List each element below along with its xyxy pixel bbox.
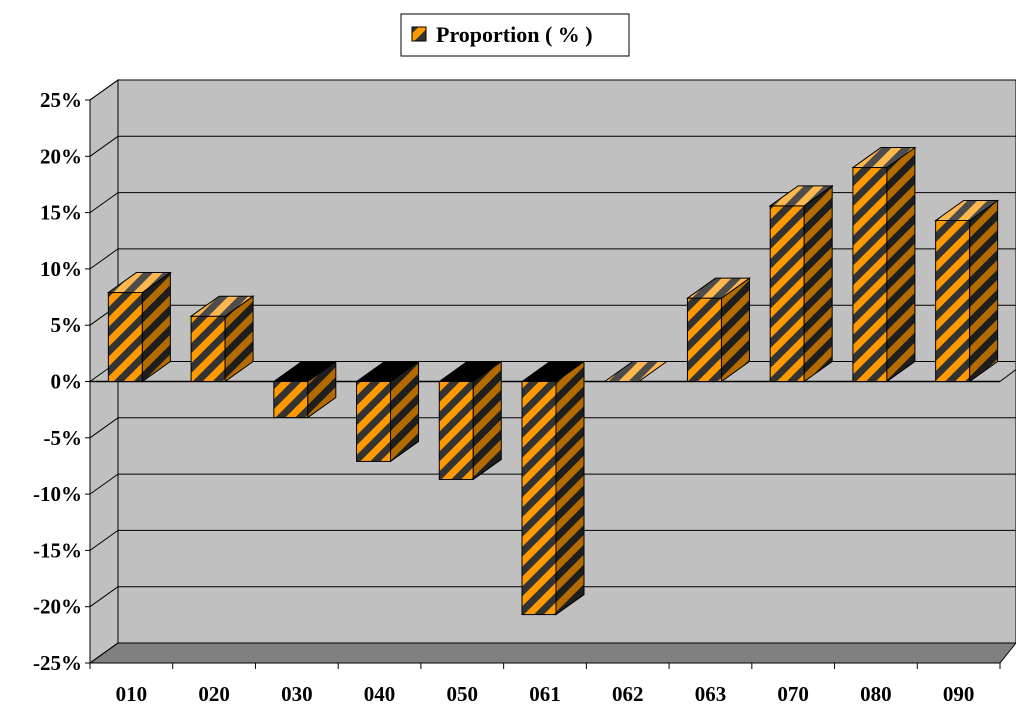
bar-050: [437, 360, 503, 481]
bar-series: [106, 146, 1000, 616]
y-tick-label: 20%: [40, 144, 82, 168]
x-tick-label: 010: [116, 682, 148, 706]
bar-063: [685, 277, 752, 383]
bar-top: [189, 295, 255, 317]
x-tick-label: 070: [777, 682, 809, 706]
gridline: [89, 529, 119, 551]
bar-front: [190, 315, 226, 382]
x-tick-label: 061: [529, 682, 561, 706]
y-tick-label: 0%: [51, 370, 83, 394]
bar-030: [272, 360, 338, 419]
bar-top: [603, 361, 669, 382]
gridline: [89, 79, 119, 101]
x-tick-label: 062: [612, 682, 644, 706]
y-tick-label: 5%: [51, 313, 83, 337]
bar-080: [851, 146, 917, 383]
bar-side: [969, 199, 999, 383]
bar-front: [107, 292, 143, 382]
gridline: [89, 248, 119, 270]
zero-line-depth: [999, 369, 1016, 382]
bar-front: [438, 381, 474, 480]
gridline: [89, 473, 119, 495]
bar-top: [106, 272, 172, 294]
bar-top: [354, 361, 421, 382]
bar-090: [934, 199, 1000, 383]
y-tick-label: -10%: [33, 482, 82, 506]
x-tick-label: 040: [364, 682, 396, 706]
x-tick-label: 020: [198, 682, 230, 706]
x-tick-label: 050: [447, 682, 479, 706]
bar-front: [273, 381, 309, 419]
bar-front: [852, 167, 888, 382]
y-tick-label: 25%: [40, 88, 82, 112]
bar-side: [803, 184, 833, 383]
y-axis: 25% 20% 15% 10% 5% 0% -5% -10% -15% -20% -25%: [33, 88, 90, 675]
plot-floor: [88, 642, 1016, 664]
bar-040: [354, 360, 421, 463]
x-tick-label: 080: [860, 682, 892, 706]
bar-070: [768, 184, 834, 383]
gridline: [89, 135, 119, 157]
bar-front: [769, 205, 805, 382]
x-tick-label: 090: [943, 682, 975, 706]
bar-top: [272, 361, 338, 382]
bar-061: [520, 360, 586, 616]
bar-front: [521, 381, 557, 616]
gridline: [89, 642, 119, 664]
y-tick-label: -25%: [33, 651, 82, 675]
bar-side: [555, 360, 585, 616]
bar-010: [106, 271, 172, 383]
gridline: [89, 417, 119, 439]
bar-top: [768, 185, 834, 207]
bar-top: [520, 361, 586, 382]
y-tick-label: -15%: [33, 538, 82, 562]
bar-front: [686, 297, 722, 382]
bar-020: [189, 295, 255, 383]
gridline: [89, 586, 119, 608]
y-tick-label: 10%: [40, 257, 82, 281]
gridline: [89, 192, 119, 214]
bar-062: [603, 361, 669, 382]
bar-front: [356, 381, 392, 462]
x-tick-label: 030: [281, 682, 313, 706]
y-tick-label: -5%: [44, 426, 83, 450]
bar-top: [437, 361, 503, 382]
y-tick-label: -20%: [33, 595, 82, 619]
bar-top: [934, 199, 1000, 221]
bar-top: [851, 147, 917, 169]
legend-swatch: [411, 26, 427, 42]
x-axis: 010 020 030 040 050 061 062 063 070 080 090: [89, 662, 1001, 706]
y-tick-label: 15%: [40, 201, 82, 225]
bar-side: [472, 360, 502, 481]
bar-front: [935, 219, 971, 382]
legend-box: [400, 13, 630, 57]
legend: Proportion ( % ): [400, 13, 630, 57]
x-tick-label: 063: [695, 682, 727, 706]
bar-top: [685, 277, 752, 299]
legend-label: Proportion ( % ): [436, 22, 593, 47]
bar-side: [886, 146, 916, 383]
